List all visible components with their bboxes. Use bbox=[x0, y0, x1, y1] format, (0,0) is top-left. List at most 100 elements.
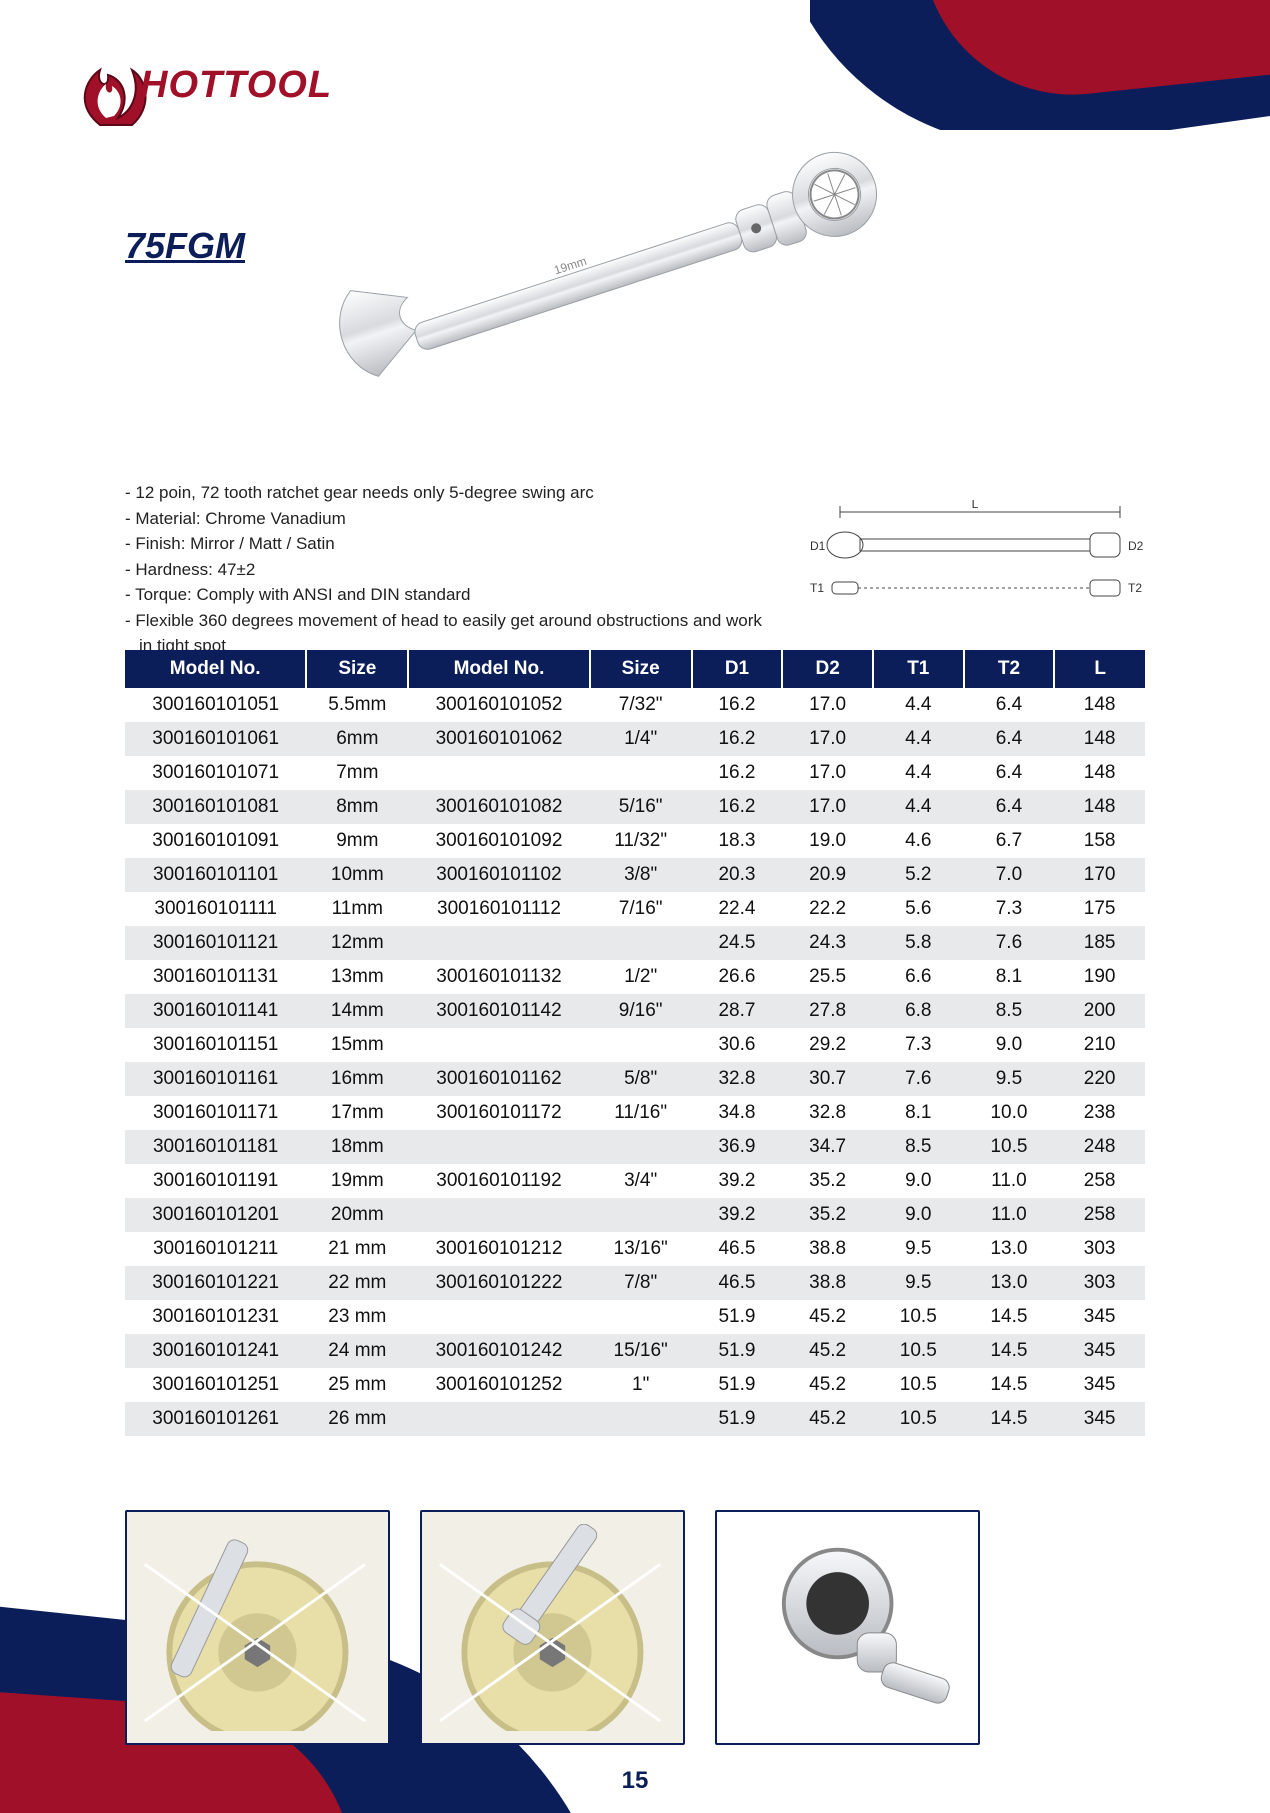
table-cell: 10.5 bbox=[873, 1368, 964, 1402]
table-cell: 26 mm bbox=[306, 1402, 408, 1436]
table-cell: 51.9 bbox=[692, 1300, 783, 1334]
table-cell: 10.5 bbox=[873, 1334, 964, 1368]
spec-line: - Torque: Comply with ANSI and DIN stand… bbox=[125, 582, 765, 608]
table-cell: 6.7 bbox=[964, 824, 1055, 858]
table-cell: 300160101051 bbox=[125, 688, 306, 722]
table-cell: 8mm bbox=[306, 790, 408, 824]
table-row: 3001601010818mm3001601010825/16"16.217.0… bbox=[125, 790, 1145, 824]
table-cell: 5.5mm bbox=[306, 688, 408, 722]
table-cell: 7.3 bbox=[964, 892, 1055, 926]
table-cell: 5/8" bbox=[590, 1062, 692, 1096]
table-cell: 148 bbox=[1054, 756, 1145, 790]
table-cell: 10.5 bbox=[873, 1300, 964, 1334]
table-cell: 300160101102 bbox=[408, 858, 589, 892]
table-cell: 185 bbox=[1054, 926, 1145, 960]
table-cell: 3/4" bbox=[590, 1164, 692, 1198]
table-cell bbox=[590, 1130, 692, 1164]
table-cell: 300160101161 bbox=[125, 1062, 306, 1096]
table-cell: 300160101241 bbox=[125, 1334, 306, 1368]
table-row: 3001601010616mm3001601010621/4"16.217.04… bbox=[125, 722, 1145, 756]
table-cell: 22 mm bbox=[306, 1266, 408, 1300]
table-cell: 6mm bbox=[306, 722, 408, 756]
table-cell: 5.8 bbox=[873, 926, 964, 960]
catalog-page: HOTTOOL 75FGM bbox=[0, 0, 1270, 1813]
table-cell: 300160101252 bbox=[408, 1368, 589, 1402]
table-cell: 14.5 bbox=[964, 1300, 1055, 1334]
table-cell bbox=[408, 1130, 589, 1164]
table-row: 30016010121121 mm30016010121213/16"46.53… bbox=[125, 1232, 1145, 1266]
table-cell: 11/32" bbox=[590, 824, 692, 858]
table-cell: 345 bbox=[1054, 1300, 1145, 1334]
table-cell: 45.2 bbox=[782, 1334, 873, 1368]
table-row: 30016010120120mm39.235.29.011.0258 bbox=[125, 1198, 1145, 1232]
table-row: 30016010113113mm3001601011321/2"26.625.5… bbox=[125, 960, 1145, 994]
table-cell: 7.6 bbox=[873, 1062, 964, 1096]
table-cell: 25 mm bbox=[306, 1368, 408, 1402]
table-cell: 24 mm bbox=[306, 1334, 408, 1368]
table-cell: 300160101061 bbox=[125, 722, 306, 756]
table-row: 30016010126126 mm51.945.210.514.5345 bbox=[125, 1402, 1145, 1436]
table-cell: 258 bbox=[1054, 1198, 1145, 1232]
dim-D2: D2 bbox=[1128, 539, 1144, 553]
table-cell bbox=[590, 1402, 692, 1436]
table-cell: 9.5 bbox=[873, 1232, 964, 1266]
thumb-2 bbox=[420, 1510, 685, 1745]
table-cell: 6.4 bbox=[964, 790, 1055, 824]
spec-table-wrap: Model No.SizeModel No.SizeD1D2T1T2L 3001… bbox=[125, 650, 1145, 1436]
table-cell: 10.0 bbox=[964, 1096, 1055, 1130]
table-cell: 190 bbox=[1054, 960, 1145, 994]
table-cell: 158 bbox=[1054, 824, 1145, 858]
table-cell bbox=[408, 1198, 589, 1232]
dim-T1: T1 bbox=[810, 581, 824, 595]
table-cell: 51.9 bbox=[692, 1402, 783, 1436]
table-cell bbox=[408, 926, 589, 960]
table-cell: 300160101222 bbox=[408, 1266, 589, 1300]
table-cell: 16.2 bbox=[692, 688, 783, 722]
table-cell: 10.5 bbox=[964, 1130, 1055, 1164]
table-row: 30016010119119mm3001601011923/4"39.235.2… bbox=[125, 1164, 1145, 1198]
table-row: 30016010110110mm3001601011023/8"20.320.9… bbox=[125, 858, 1145, 892]
table-cell: 300160101192 bbox=[408, 1164, 589, 1198]
product-code: 75FGM bbox=[125, 225, 245, 267]
table-cell: 36.9 bbox=[692, 1130, 783, 1164]
col-header: T2 bbox=[964, 650, 1055, 688]
table-cell bbox=[590, 926, 692, 960]
table-cell: 19.0 bbox=[782, 824, 873, 858]
table-cell: 300160101201 bbox=[125, 1198, 306, 1232]
table-cell: 1/2" bbox=[590, 960, 692, 994]
col-header: T1 bbox=[873, 650, 964, 688]
table-cell: 14.5 bbox=[964, 1402, 1055, 1436]
spec-line: - 12 poin, 72 tooth ratchet gear needs o… bbox=[125, 480, 765, 506]
col-header: Size bbox=[590, 650, 692, 688]
table-cell: 258 bbox=[1054, 1164, 1145, 1198]
flame-icon bbox=[70, 40, 150, 130]
table-cell: 300160101111 bbox=[125, 892, 306, 926]
table-cell: 200 bbox=[1054, 994, 1145, 1028]
table-cell: 300160101112 bbox=[408, 892, 589, 926]
table-row: 30016010118118mm36.934.78.510.5248 bbox=[125, 1130, 1145, 1164]
table-cell: 9.0 bbox=[873, 1198, 964, 1232]
table-cell: 34.7 bbox=[782, 1130, 873, 1164]
table-cell: 30.7 bbox=[782, 1062, 873, 1096]
page-number: 15 bbox=[0, 1767, 1270, 1795]
table-cell: 19mm bbox=[306, 1164, 408, 1198]
table-cell: 35.2 bbox=[782, 1164, 873, 1198]
table-cell: 6.8 bbox=[873, 994, 964, 1028]
table-cell: 300160101091 bbox=[125, 824, 306, 858]
table-cell: 300160101081 bbox=[125, 790, 306, 824]
table-cell: 7/32" bbox=[590, 688, 692, 722]
table-cell: 46.5 bbox=[692, 1266, 783, 1300]
table-cell: 7mm bbox=[306, 756, 408, 790]
table-cell: 17.0 bbox=[782, 688, 873, 722]
col-header: Model No. bbox=[408, 650, 589, 688]
table-cell: 12mm bbox=[306, 926, 408, 960]
table-cell: 300160101191 bbox=[125, 1164, 306, 1198]
table-cell: 20.3 bbox=[692, 858, 783, 892]
table-cell: 300160101131 bbox=[125, 960, 306, 994]
table-cell: 345 bbox=[1054, 1368, 1145, 1402]
table-cell: 11/16" bbox=[590, 1096, 692, 1130]
table-cell: 7/16" bbox=[590, 892, 692, 926]
table-cell: 8.5 bbox=[873, 1130, 964, 1164]
table-cell: 300160101221 bbox=[125, 1266, 306, 1300]
table-cell: 9mm bbox=[306, 824, 408, 858]
